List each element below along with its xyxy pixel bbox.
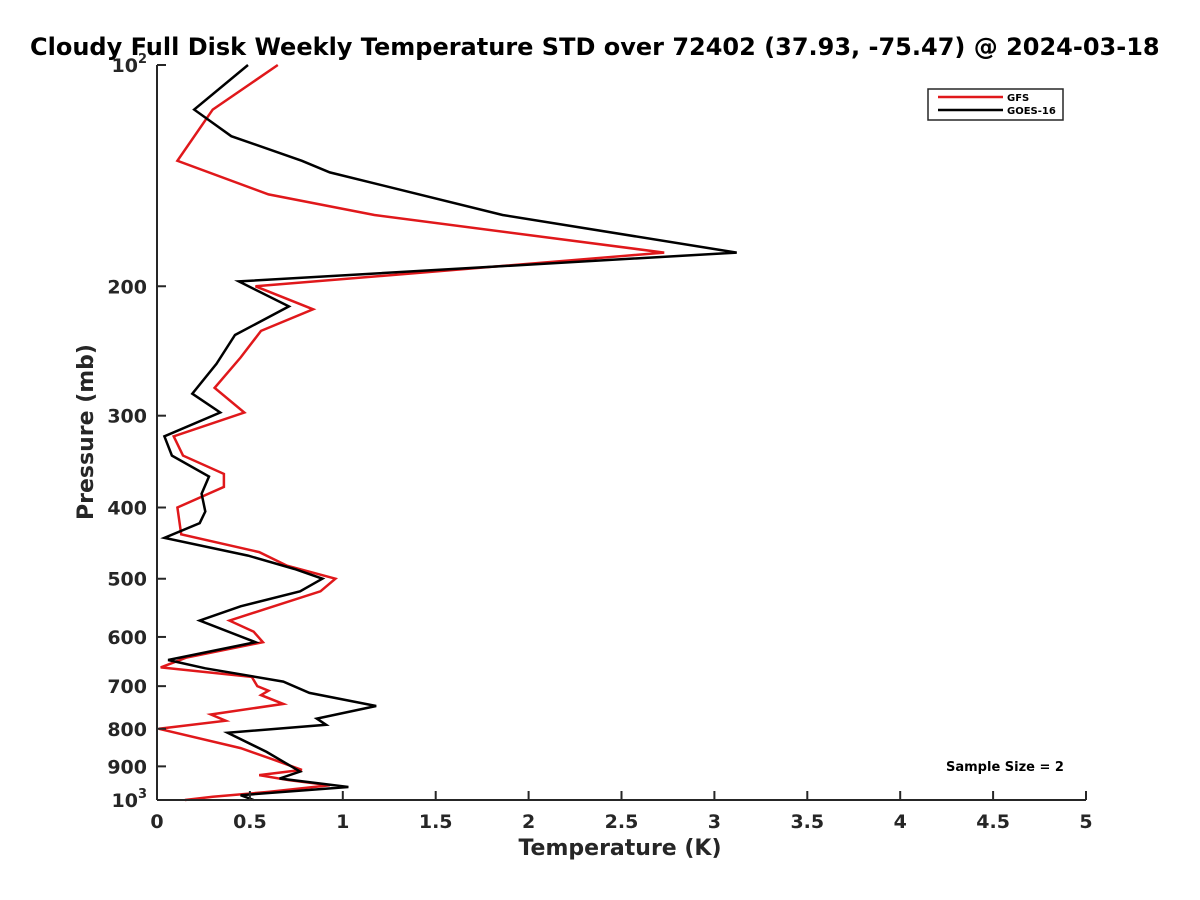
y-ticks: 102 200 300 400 500 600 700 800 900 103: [107, 52, 166, 812]
series-line-gfs: [158, 63, 665, 802]
x-tick-label: 3: [708, 811, 721, 833]
x-axis-label: Temperature (K): [518, 836, 721, 861]
sample-size-annotation: Sample Size = 2: [946, 760, 1064, 775]
y-tick-label: 103: [112, 787, 148, 812]
y-axis-label: Pressure (mb): [74, 344, 99, 520]
y-tick-label: 200: [107, 276, 147, 298]
x-tick-label: 0: [150, 811, 163, 833]
y-tick-label: 500: [107, 569, 147, 591]
y-tick-label: 102: [112, 52, 148, 77]
axes: [156, 65, 1086, 801]
chart-title: Cloudy Full Disk Weekly Temperature STD …: [30, 33, 1160, 61]
legend: GFS GOES-16: [927, 88, 1064, 121]
y-tick-label: 300: [107, 406, 147, 428]
series-lines: [158, 63, 737, 802]
y-tick-label: 400: [107, 498, 147, 520]
x-tick-label: 4: [894, 811, 907, 833]
legend-label-gfs: GFS: [1007, 93, 1029, 104]
x-tick-label: 1.5: [419, 811, 453, 833]
x-tick-label: 3.5: [790, 811, 824, 833]
legend-label-goes16: GOES-16: [1007, 106, 1056, 117]
series-line-goes16: [160, 64, 737, 802]
x-tick-label: 2.5: [605, 811, 639, 833]
y-tick-label: 800: [107, 719, 147, 741]
x-tick-label: 2: [522, 811, 535, 833]
x-tick-label: 1: [336, 811, 349, 833]
x-tick-label: 0.5: [233, 811, 267, 833]
y-tick-label: 900: [107, 756, 147, 778]
y-tick-label: 600: [107, 627, 147, 649]
x-ticks: 0 0.5 1 1.5 2 2.5 3 3.5 4 4.5 5: [150, 791, 1093, 833]
x-tick-label: 5: [1079, 811, 1092, 833]
x-tick-label: 4.5: [976, 811, 1010, 833]
y-tick-label: 700: [107, 676, 147, 698]
legend-box: [927, 88, 1064, 121]
